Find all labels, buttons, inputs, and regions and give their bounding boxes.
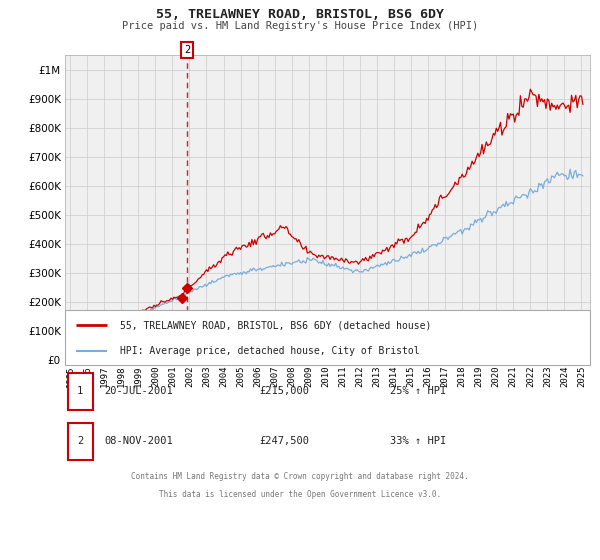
Text: 2: 2	[184, 45, 190, 55]
Text: 33% ↑ HPI: 33% ↑ HPI	[391, 436, 447, 446]
Text: Contains HM Land Registry data © Crown copyright and database right 2024.: Contains HM Land Registry data © Crown c…	[131, 472, 469, 481]
Text: £215,000: £215,000	[259, 386, 309, 396]
Text: 1: 1	[77, 386, 83, 396]
Text: 55, TRELAWNEY ROAD, BRISTOL, BS6 6DY: 55, TRELAWNEY ROAD, BRISTOL, BS6 6DY	[156, 8, 444, 21]
Text: 08-NOV-2001: 08-NOV-2001	[104, 436, 173, 446]
FancyBboxPatch shape	[68, 373, 93, 410]
Text: 20-JUL-2001: 20-JUL-2001	[104, 386, 173, 396]
Text: Price paid vs. HM Land Registry's House Price Index (HPI): Price paid vs. HM Land Registry's House …	[122, 21, 478, 31]
Text: 55, TRELAWNEY ROAD, BRISTOL, BS6 6DY (detached house): 55, TRELAWNEY ROAD, BRISTOL, BS6 6DY (de…	[120, 320, 431, 330]
Text: 25% ↑ HPI: 25% ↑ HPI	[391, 386, 447, 396]
FancyBboxPatch shape	[65, 310, 590, 365]
Text: £247,500: £247,500	[259, 436, 309, 446]
Text: This data is licensed under the Open Government Licence v3.0.: This data is licensed under the Open Gov…	[159, 490, 441, 499]
Text: 2: 2	[77, 436, 83, 446]
FancyBboxPatch shape	[68, 423, 93, 460]
Text: HPI: Average price, detached house, City of Bristol: HPI: Average price, detached house, City…	[120, 346, 420, 356]
